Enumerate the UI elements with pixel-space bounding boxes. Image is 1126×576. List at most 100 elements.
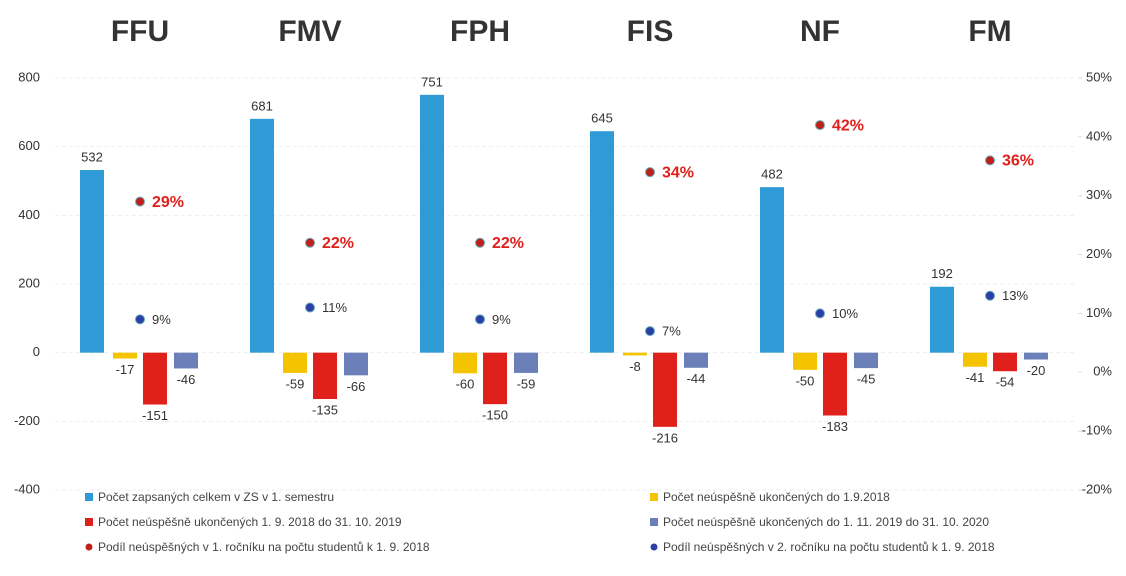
legend-label: Podíl neúspěšných v 2. ročníku na počtu … — [663, 540, 995, 554]
data-label: -44 — [687, 371, 706, 386]
data-label: 482 — [761, 167, 783, 182]
data-label: 9% — [152, 312, 171, 327]
bar — [174, 352, 198, 369]
bar — [684, 352, 708, 368]
bar — [420, 94, 444, 353]
y2-tick-label: 0% — [1093, 364, 1112, 379]
data-label: -41 — [966, 370, 985, 385]
data-label: -45 — [857, 372, 876, 387]
bar — [143, 352, 167, 405]
data-label: -54 — [996, 375, 1015, 390]
data-label: 645 — [591, 111, 613, 126]
data-label: 13% — [1002, 288, 1028, 303]
y-tick-label: 200 — [18, 275, 40, 290]
y-tick-label: -200 — [14, 413, 40, 428]
data-label: 751 — [421, 74, 443, 89]
dot — [645, 326, 655, 337]
bar — [653, 352, 677, 427]
data-label: -60 — [456, 377, 475, 392]
legend-marker — [85, 493, 93, 501]
y2-tick-label: 20% — [1086, 246, 1112, 261]
category-label: FMV — [278, 15, 341, 48]
y2-tick-label: -10% — [1082, 423, 1113, 438]
data-label: 532 — [81, 149, 103, 164]
bar — [514, 352, 538, 373]
data-label: -135 — [312, 402, 338, 417]
data-label: 29% — [152, 194, 184, 211]
category-label: FM — [968, 15, 1011, 48]
dot — [985, 290, 995, 301]
legend-marker — [85, 543, 93, 551]
data-label: 9% — [492, 312, 511, 327]
y-tick-label: -400 — [14, 481, 40, 496]
legend-label: Počet neúspěšně ukončených do 1.9.2018 — [663, 490, 890, 504]
data-label: 10% — [832, 306, 858, 321]
dot — [135, 314, 145, 325]
bar — [590, 131, 614, 353]
bar — [793, 352, 817, 370]
category-label: FIS — [627, 15, 674, 48]
data-label: 681 — [251, 98, 273, 113]
data-label: -216 — [652, 430, 678, 445]
data-label: 34% — [662, 164, 694, 181]
y2-tick-label: 30% — [1086, 187, 1112, 202]
bar — [930, 286, 954, 353]
legend-label: Počet neúspěšně ukončených 1. 9. 2018 do… — [98, 515, 402, 529]
y-tick-label: 0 — [33, 344, 40, 359]
y2-tick-label: -20% — [1082, 481, 1113, 496]
dot — [985, 155, 995, 166]
dot — [475, 314, 485, 325]
bar — [1024, 352, 1048, 360]
bar — [854, 352, 878, 369]
data-label: 11% — [322, 300, 347, 315]
bar — [283, 352, 307, 373]
category-label: FFU — [111, 15, 169, 48]
bar — [963, 352, 987, 367]
data-label: -50 — [796, 373, 815, 388]
legend-marker — [650, 493, 658, 501]
bar — [313, 352, 337, 400]
bar — [113, 352, 137, 359]
data-label: -59 — [517, 376, 536, 391]
legend-label: Podíl neúspěšných v 1. ročníku na počtu … — [98, 540, 430, 554]
legend-label: Počet neúspěšně ukončených do 1. 11. 201… — [663, 515, 989, 529]
dot — [305, 237, 315, 248]
legend-marker — [85, 518, 93, 526]
data-label: -59 — [286, 376, 305, 391]
data-label: -183 — [822, 419, 848, 434]
data-label: -17 — [116, 362, 135, 377]
dot — [815, 120, 825, 131]
dot — [475, 237, 485, 248]
bar — [823, 352, 847, 416]
category-label: NF — [800, 15, 840, 48]
data-label: 22% — [492, 235, 524, 252]
legend-label: Počet zapsaných celkem v ZS v 1. semestr… — [98, 490, 334, 504]
y2-tick-label: 40% — [1086, 128, 1112, 143]
data-label: 7% — [662, 324, 681, 339]
y-tick-label: 400 — [18, 207, 40, 222]
bar — [80, 170, 104, 353]
data-label: 42% — [832, 117, 864, 134]
dot — [645, 167, 655, 178]
data-label: -20 — [1027, 363, 1046, 378]
legend-marker — [650, 518, 658, 526]
bar — [623, 352, 647, 356]
dot — [305, 302, 315, 313]
bar — [993, 352, 1017, 372]
data-label: 36% — [1002, 153, 1034, 170]
data-label: -150 — [482, 408, 508, 423]
y-tick-label: 600 — [18, 138, 40, 153]
data-label: -151 — [142, 408, 168, 423]
bar — [760, 187, 784, 353]
data-label: 192 — [931, 266, 953, 281]
bar — [483, 352, 507, 405]
dot — [815, 308, 825, 319]
category-label: FPH — [450, 15, 510, 48]
y-tick-label: 800 — [18, 69, 40, 84]
dot — [135, 196, 145, 207]
bar — [250, 118, 274, 353]
data-label: 22% — [322, 235, 354, 252]
data-label: -46 — [177, 372, 196, 387]
bar — [344, 352, 368, 376]
